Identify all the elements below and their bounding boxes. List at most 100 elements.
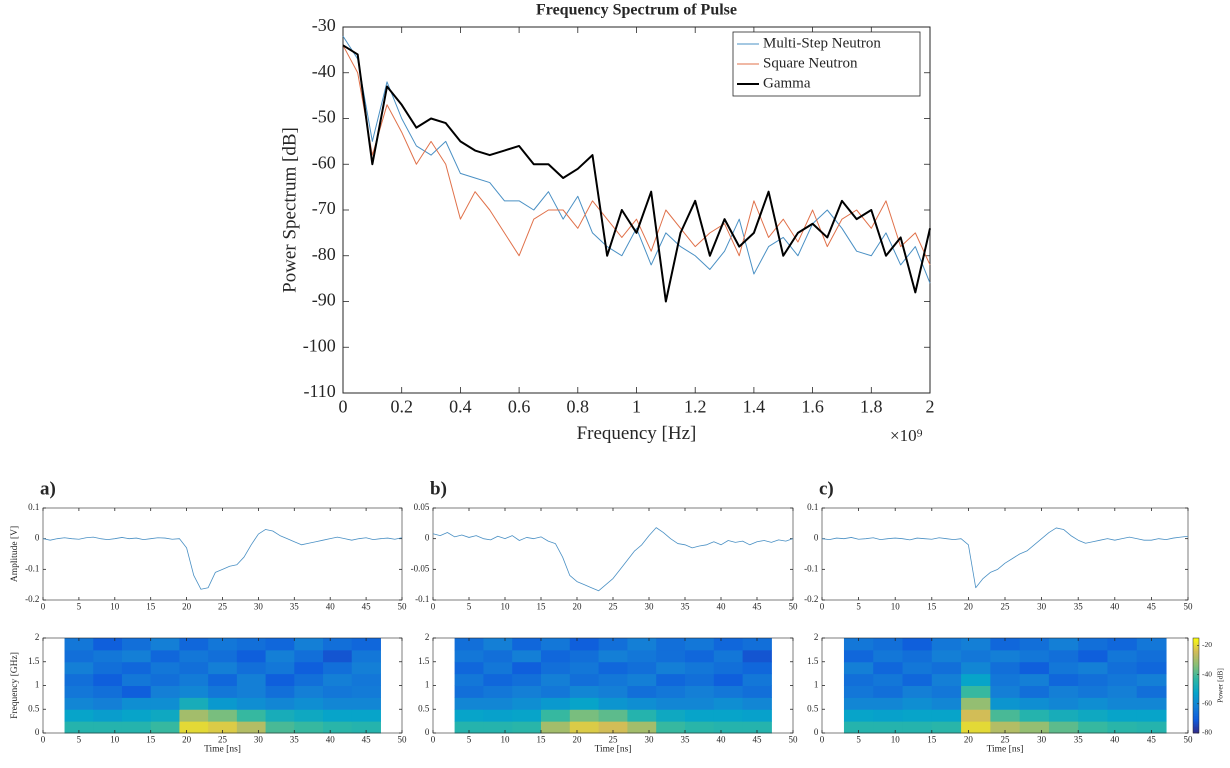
heatmap-cell <box>265 638 295 651</box>
heatmap-cell <box>990 697 1021 710</box>
x-tick-label: 15 <box>146 602 156 612</box>
heatmap-cell <box>265 685 295 698</box>
heatmap-cell <box>351 721 381 734</box>
heatmap-cell <box>569 649 600 663</box>
x-tick-label: 10 <box>891 735 901 745</box>
heatmap-cell <box>323 721 353 734</box>
heatmap-cell <box>1019 649 1050 663</box>
colorbar-step <box>1193 696 1199 699</box>
heatmap-cell <box>541 638 571 651</box>
colorbar-label: Power [dB] <box>1216 668 1225 703</box>
y-tick-label: -0.1 <box>415 594 429 604</box>
heatmap-cell <box>902 673 933 686</box>
y-tick-label: 0.5 <box>28 703 40 713</box>
heatmap-cell <box>990 661 1021 675</box>
x-tick-label: 20 <box>573 735 583 745</box>
heatmap-cell <box>843 697 874 710</box>
heatmap-cell <box>208 649 238 663</box>
heatmap-cell <box>150 673 180 686</box>
x-tick-label: 15 <box>146 735 156 745</box>
heatmap-cell <box>294 638 324 651</box>
heatmap-cell <box>902 661 933 675</box>
x-tick-label: 50 <box>1184 735 1194 745</box>
heatmap-cell <box>685 649 715 663</box>
colorbar-step <box>1193 669 1199 672</box>
heatmap-cell <box>598 685 628 698</box>
x-tick-label: 20 <box>182 735 192 745</box>
heatmap-cell <box>179 638 209 651</box>
y-tick-label: -0.1 <box>25 563 39 573</box>
x-tick-label: 0 <box>41 735 46 745</box>
x-tick-label: 50 <box>398 735 408 745</box>
heatmap-cell <box>179 661 209 675</box>
x-tick-label: 40 <box>1110 735 1120 745</box>
heatmap-cell <box>454 673 484 686</box>
heatmap-cell <box>179 649 209 663</box>
heatmap-cell <box>931 685 962 698</box>
heatmap-cell <box>323 685 353 698</box>
heatmap-cell <box>93 721 123 734</box>
x-tick-label: 35 <box>681 735 691 745</box>
colorbar-step <box>1193 653 1199 656</box>
x-tick-label: 40 <box>326 602 336 612</box>
x-tick-label: 45 <box>362 735 372 745</box>
heatmap-cell <box>93 709 123 722</box>
heatmap-cell <box>541 685 571 698</box>
heatmap-cell <box>685 685 715 698</box>
colorbar-step <box>1193 672 1199 675</box>
y-tick-label: 1 <box>425 680 430 690</box>
plot-frame <box>821 507 1189 601</box>
heatmap-cell <box>656 661 686 675</box>
colorbar-step <box>1193 706 1199 709</box>
x-tick-label: 20 <box>964 602 974 612</box>
heatmap-cell <box>873 661 904 675</box>
heatmap-cell <box>713 638 744 651</box>
y-tick-label: -60 <box>312 152 336 172</box>
heatmap-cell <box>931 649 962 663</box>
heatmap-cell <box>713 697 744 710</box>
y-tick-label: 2 <box>425 632 430 642</box>
y-tick-label: 0.05 <box>414 502 430 512</box>
heatmap-cell <box>236 649 267 663</box>
x-tick-label: 50 <box>789 602 799 612</box>
heatmap-cell <box>351 709 381 722</box>
heatmap-cell <box>569 697 600 710</box>
y-tick-label: 0.5 <box>418 703 430 713</box>
heatmap-cell <box>483 661 513 675</box>
x-tick-label: 50 <box>789 735 799 745</box>
heatmap-cell <box>323 673 353 686</box>
colorbar-tick-label: -80 <box>1202 728 1212 737</box>
chart-title: Frequency Spectrum of Pulse <box>536 2 737 19</box>
x-tick-label: 25 <box>218 602 228 612</box>
heatmap-cell <box>1078 673 1108 686</box>
heatmap-cell <box>121 685 152 698</box>
panel-label: a) <box>40 478 56 499</box>
heatmap-cell <box>208 697 238 710</box>
heatmap-cell <box>121 709 152 722</box>
colorbar-step <box>1193 642 1199 645</box>
heatmap-cell <box>1107 649 1138 663</box>
heatmap-cell <box>843 721 874 734</box>
heatmap-cell <box>742 638 772 651</box>
colorbar-step <box>1193 679 1199 682</box>
x-tick-label: 50 <box>398 602 408 612</box>
colorbar-step <box>1193 644 1199 647</box>
x-tick-label: 25 <box>1001 602 1011 612</box>
heatmap-cell <box>454 638 484 651</box>
y-tick-label: 2 <box>814 632 819 642</box>
heatmap-cell <box>512 638 542 651</box>
y-tick-label: 0 <box>35 533 40 543</box>
x-tick-label: 25 <box>609 735 619 745</box>
heatmap-cell <box>873 673 904 686</box>
heatmap-cell <box>1136 709 1167 722</box>
y-axis-label: Amplitude [V] <box>10 526 20 582</box>
legend-box <box>732 31 921 97</box>
chart: 0 5 10 15 20 25 30 35 40 45 50 0 0.5 1 1.5 2 Time [ns] Fr… <box>10 632 407 754</box>
heatmap-cell <box>179 673 209 686</box>
heatmap-cell <box>843 685 874 698</box>
heatmap-cell <box>902 685 933 698</box>
x-tick-label: 10 <box>501 602 511 612</box>
x-tick-label: 35 <box>1074 602 1084 612</box>
y-tick-label: -0.1 <box>804 563 818 573</box>
x-tick-label: 10 <box>110 602 120 612</box>
